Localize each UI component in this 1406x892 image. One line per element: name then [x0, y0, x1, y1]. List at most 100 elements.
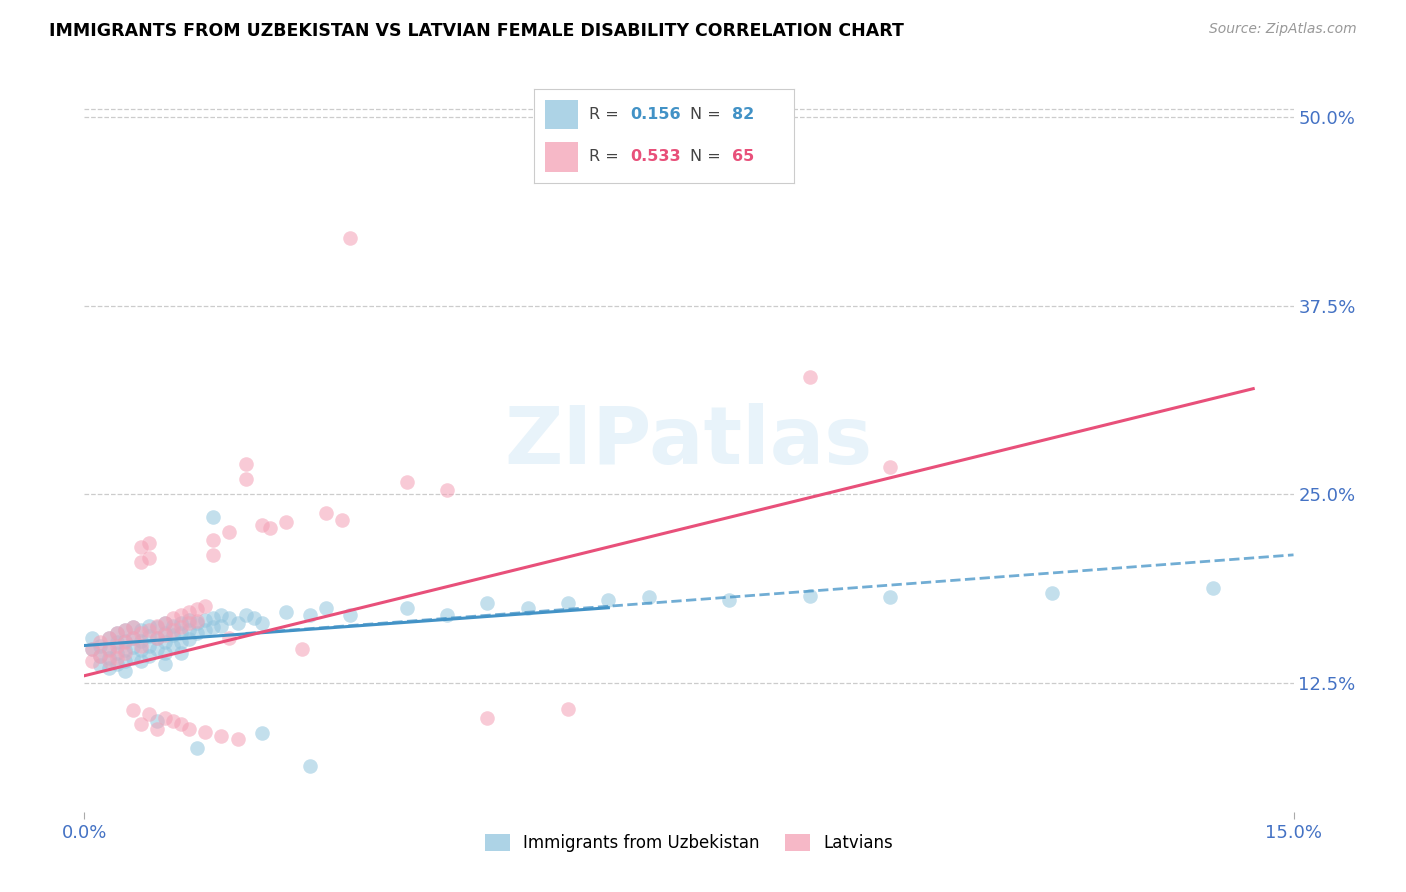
Point: [153, 615, 176, 630]
Text: 65: 65: [733, 149, 754, 164]
Point: [121, 650, 143, 665]
Point: [97, 654, 120, 668]
Text: Source: ZipAtlas.com: Source: ZipAtlas.com: [1209, 22, 1357, 37]
Point: [146, 722, 169, 736]
Point: [186, 615, 208, 630]
Point: [138, 639, 160, 653]
Point: [105, 657, 128, 671]
Point: [557, 702, 579, 716]
Point: [153, 628, 176, 642]
Point: [436, 483, 458, 497]
Point: [129, 639, 152, 653]
Point: [194, 624, 217, 638]
Point: [170, 620, 193, 634]
Point: [138, 630, 160, 644]
Point: [153, 657, 176, 671]
Point: [186, 615, 208, 629]
Point: [218, 525, 240, 540]
Point: [170, 646, 193, 660]
Point: [89, 649, 111, 664]
Point: [114, 624, 136, 638]
Point: [436, 608, 458, 623]
Point: [121, 640, 143, 654]
Point: [97, 641, 120, 656]
Point: [235, 608, 257, 623]
Point: [153, 711, 176, 725]
Point: [186, 602, 208, 616]
Point: [274, 515, 297, 529]
Point: [97, 631, 120, 645]
Point: [170, 635, 193, 649]
Legend: Immigrants from Uzbekistan, Latvians: Immigrants from Uzbekistan, Latvians: [478, 828, 900, 859]
Point: [105, 639, 128, 653]
Point: [146, 620, 169, 634]
Point: [89, 649, 111, 664]
Point: [209, 619, 232, 633]
Point: [105, 646, 128, 660]
Point: [315, 600, 337, 615]
Point: [153, 635, 176, 649]
FancyBboxPatch shape: [544, 142, 578, 171]
Point: [146, 641, 169, 656]
Point: [138, 619, 160, 633]
Point: [339, 230, 361, 244]
Point: [129, 634, 152, 648]
Text: N =: N =: [690, 107, 727, 122]
Point: [516, 600, 538, 615]
Point: [82, 641, 104, 656]
Point: [89, 635, 111, 649]
Point: [202, 611, 225, 625]
Point: [82, 654, 104, 668]
Point: [105, 635, 128, 649]
Point: [194, 599, 217, 614]
Point: [129, 717, 152, 731]
Point: [121, 631, 143, 645]
Point: [146, 631, 169, 645]
Point: [194, 613, 217, 627]
Point: [162, 624, 184, 638]
Point: [477, 711, 499, 725]
Point: [179, 615, 201, 630]
Point: [162, 714, 184, 728]
Point: [146, 631, 169, 645]
Point: [146, 714, 169, 728]
Point: [209, 608, 232, 623]
Point: [799, 369, 821, 384]
Point: [235, 472, 257, 486]
Point: [82, 641, 104, 656]
Point: [121, 620, 143, 634]
Point: [129, 624, 152, 638]
Point: [114, 664, 136, 678]
Point: [114, 646, 136, 660]
Point: [299, 759, 322, 773]
Point: [129, 626, 152, 640]
Point: [395, 600, 418, 615]
Point: [250, 726, 273, 740]
Point: [186, 741, 208, 756]
Point: [179, 632, 201, 647]
Point: [138, 535, 160, 549]
Point: [179, 605, 201, 619]
Point: [557, 596, 579, 610]
Point: [114, 643, 136, 657]
Point: [162, 639, 184, 653]
Point: [121, 620, 143, 634]
Point: [114, 635, 136, 649]
Point: [170, 717, 193, 731]
Text: N =: N =: [690, 149, 727, 164]
Point: [82, 631, 104, 645]
Point: [97, 661, 120, 675]
Text: 0.533: 0.533: [630, 149, 681, 164]
Point: [202, 533, 225, 547]
Point: [146, 619, 169, 633]
Point: [97, 631, 120, 645]
Point: [598, 593, 620, 607]
Point: [274, 605, 297, 619]
Text: ZIPatlas: ZIPatlas: [505, 402, 873, 481]
Point: [114, 654, 136, 668]
Point: [129, 541, 152, 555]
Point: [226, 732, 249, 747]
Point: [291, 641, 314, 656]
Point: [1202, 581, 1225, 595]
Point: [218, 611, 240, 625]
